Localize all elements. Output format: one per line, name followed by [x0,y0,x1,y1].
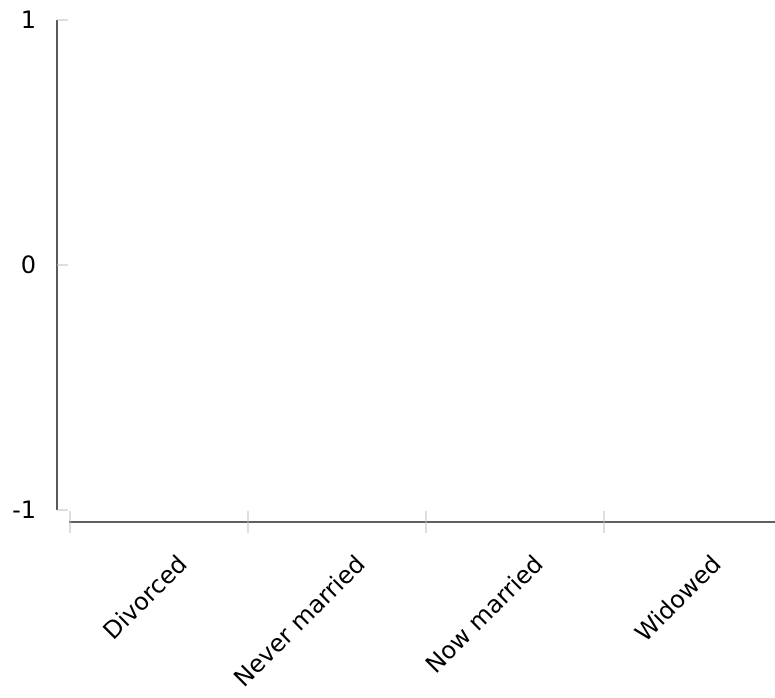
x-ticks: Divorced Never married Now married Widowed [69,511,727,692]
x-tick-label-now-married: Now married [420,550,549,679]
y-tick-label: 0 [21,251,36,279]
y-ticks: 1 0 -1 [12,6,68,524]
y-tick-label: -1 [12,496,36,524]
x-tick-label-divorced: Divorced [98,550,193,645]
x-tick-label-widowed: Widowed [630,550,727,647]
y-tick-label: 1 [21,6,36,34]
x-tick-label-never-married: Never married [228,550,370,692]
